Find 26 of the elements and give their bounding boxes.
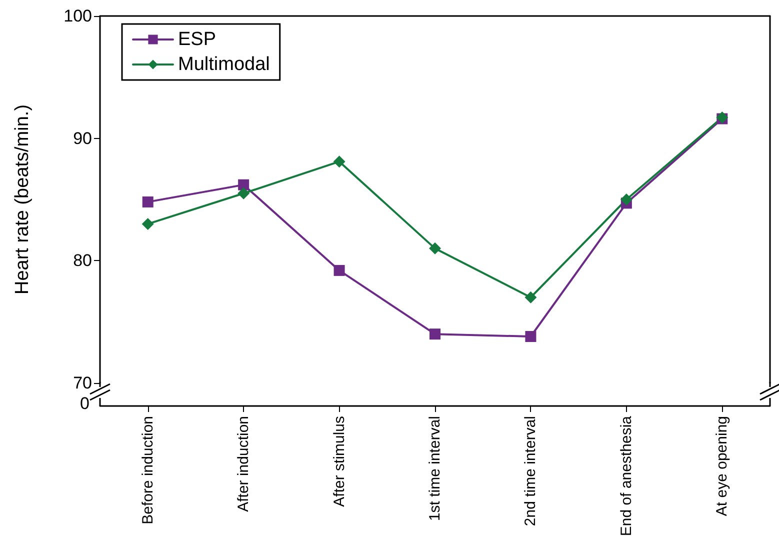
x-tick-label: After induction <box>235 416 252 512</box>
legend-label: Multimodal <box>178 54 270 75</box>
x-tick-label: At eye opening <box>714 416 731 516</box>
x-tick-label: 2nd time interval <box>522 416 540 526</box>
x-tick-label: After stimulus <box>330 416 348 507</box>
point <box>238 187 250 200</box>
y-tick-label: 80 <box>73 251 92 270</box>
legend-label: ESP <box>178 29 216 50</box>
x-tick-label: Before induction <box>139 416 156 524</box>
y-tick-label: 90 <box>73 128 92 148</box>
point <box>334 264 345 276</box>
point <box>333 156 346 168</box>
point <box>238 179 250 190</box>
point <box>429 242 441 254</box>
y-axis-title: Heart rate (beats/min.) <box>12 104 33 295</box>
point <box>525 331 536 342</box>
point <box>524 291 537 304</box>
y-tick-label: 100 <box>64 6 92 26</box>
x-tick-label: 1st time interval <box>426 416 444 522</box>
point <box>620 194 632 206</box>
point <box>142 196 154 208</box>
x-tick-label: End of anesthesia <box>618 415 635 536</box>
text: 0 <box>80 394 90 413</box>
point <box>142 218 154 230</box>
point <box>430 328 440 340</box>
y-tick-label: 70 <box>73 374 92 392</box>
